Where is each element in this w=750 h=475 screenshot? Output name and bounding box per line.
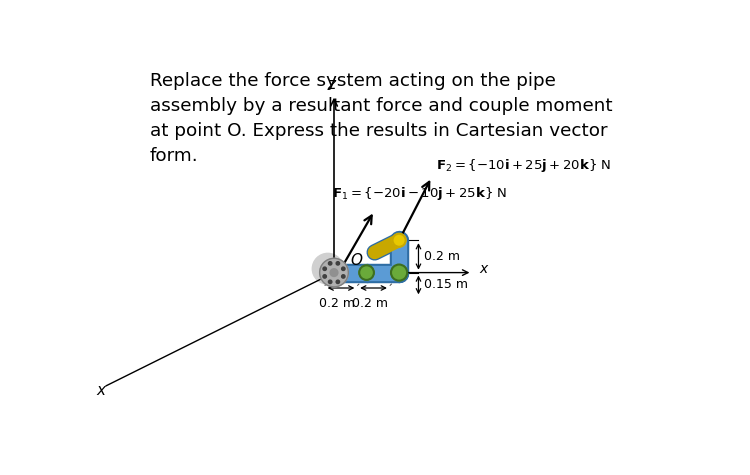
Text: 0.2 m: 0.2 m bbox=[424, 250, 460, 263]
Text: $\mathbf{F}_2 = \{-10\mathbf{i} + 25\mathbf{j} + 20\mathbf{k}\}$ N: $\mathbf{F}_2 = \{-10\mathbf{i} + 25\mat… bbox=[436, 157, 611, 174]
Circle shape bbox=[320, 258, 348, 287]
Circle shape bbox=[341, 267, 345, 270]
Text: assembly by a resultant force and couple moment: assembly by a resultant force and couple… bbox=[149, 97, 612, 115]
Circle shape bbox=[328, 280, 332, 284]
Text: $z$: $z$ bbox=[326, 76, 337, 92]
Text: 0.15 m: 0.15 m bbox=[424, 278, 468, 292]
Circle shape bbox=[336, 262, 340, 265]
Circle shape bbox=[328, 262, 332, 265]
Circle shape bbox=[359, 265, 374, 280]
Circle shape bbox=[312, 253, 344, 284]
Text: Replace the force system acting on the pipe: Replace the force system acting on the p… bbox=[149, 72, 556, 90]
Text: $O$: $O$ bbox=[350, 252, 363, 268]
Circle shape bbox=[323, 275, 326, 278]
Circle shape bbox=[323, 267, 326, 270]
Text: 0.2 m: 0.2 m bbox=[352, 297, 388, 310]
Circle shape bbox=[330, 269, 338, 276]
Text: at point O. Express the results in Cartesian vector: at point O. Express the results in Carte… bbox=[149, 123, 608, 141]
Circle shape bbox=[392, 234, 406, 247]
Text: $x$: $x$ bbox=[478, 262, 489, 276]
Text: form.: form. bbox=[149, 147, 198, 165]
Text: 0.2 m: 0.2 m bbox=[319, 297, 355, 310]
Text: $x$: $x$ bbox=[96, 383, 107, 398]
Circle shape bbox=[336, 280, 340, 284]
Circle shape bbox=[341, 275, 345, 278]
Circle shape bbox=[391, 265, 407, 281]
Text: $\mathbf{F}_1 = \{-20\mathbf{i} - 10\mathbf{j} + 25\mathbf{k}\}$ N: $\mathbf{F}_1 = \{-20\mathbf{i} - 10\mat… bbox=[332, 185, 507, 202]
